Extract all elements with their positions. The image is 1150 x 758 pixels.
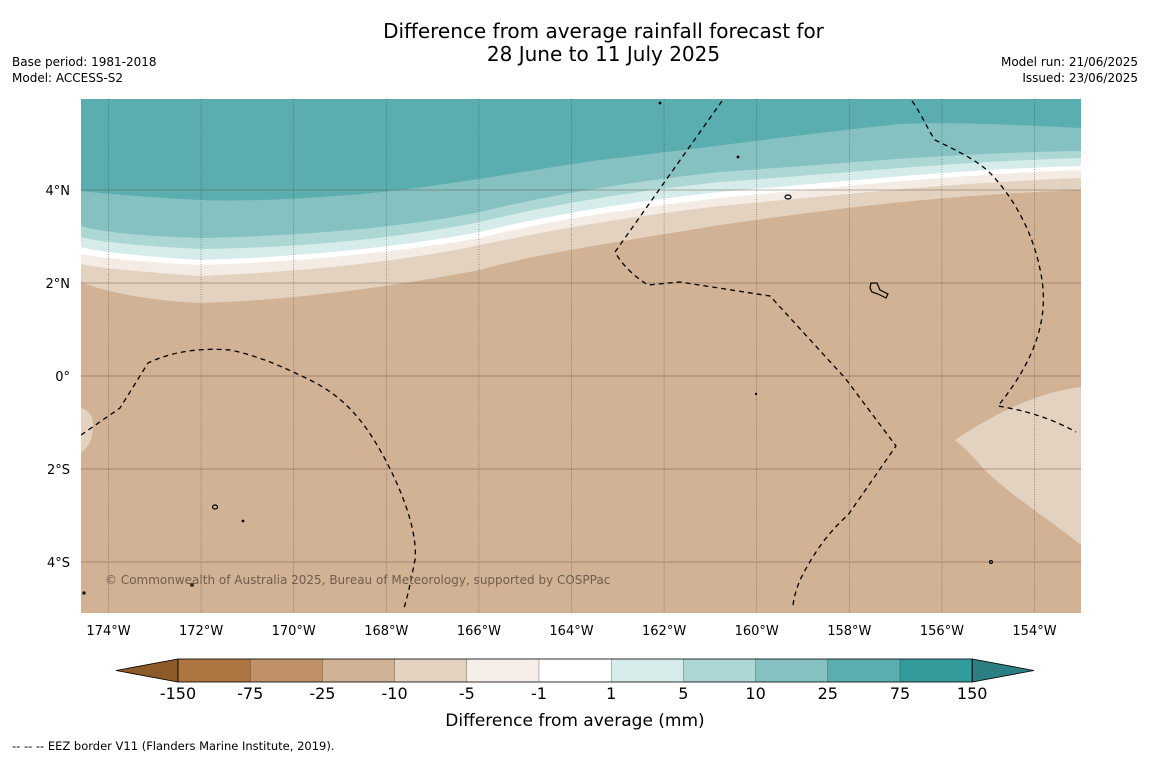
colorbar-tick-label: -75 (237, 684, 263, 703)
colorbar-segment (322, 659, 395, 682)
island-small-f (988, 559, 994, 565)
meta-left: Base period: 1981-2018 Model: ACCESS-S2 (12, 54, 157, 86)
islands (82, 101, 994, 595)
latitude-label: 4°S (47, 556, 70, 571)
colorbar-segment (900, 659, 973, 682)
longitude-labels: 174°W 172°W 170°W 168°W 166°W 164°W 162°W 160°W… (86, 624, 1056, 639)
colorbar-segment (611, 659, 684, 682)
map-gridlines (81, 99, 1081, 613)
eez-border-east (911, 100, 1077, 433)
model-text: Model: ACCESS-S2 (12, 71, 124, 85)
colorbar-tick-label: 10 (745, 684, 765, 703)
colorbar-tick-label: -150 (160, 684, 196, 703)
colorbar-segment (394, 659, 468, 682)
colorbar-segment (539, 659, 612, 682)
colorbar (115, 658, 1035, 683)
colorbar-segment (250, 659, 323, 682)
base-period-text: Base period: 1981-2018 (12, 55, 157, 69)
colorbar-tick-label: -10 (382, 684, 408, 703)
rainfall-map: © Commonwealth of Australia 2025, Bureau… (46, 99, 1081, 730)
island-small-g (190, 583, 194, 587)
colorbar-segment (683, 659, 756, 682)
colorbar-segment (827, 659, 901, 682)
latitude-label: 2°S (47, 463, 70, 478)
colorbar-tick-label: 1 (606, 684, 616, 703)
eez-border-central (614, 100, 897, 609)
longitude-label: 170°W (272, 624, 316, 639)
issued-text: Issued: 23/06/2025 (1022, 71, 1138, 85)
longitude-label: 156°W (920, 624, 964, 639)
colorbar-tick-label: -1 (531, 684, 547, 703)
longitude-label: 172°W (179, 624, 223, 639)
colorbar-tick-label: -25 (309, 684, 335, 703)
colorbar-tick-label: -5 (459, 684, 475, 703)
meta-right: Model run: 21/06/2025 Issued: 23/06/2025 (1001, 54, 1138, 86)
colorbar-segment (178, 659, 251, 682)
latitude-label: 0° (55, 370, 70, 385)
eez-borders (81, 100, 1077, 609)
title-line-2: 28 June to 11 July 2025 (486, 42, 721, 66)
latitude-label: 2°N (46, 277, 71, 292)
colorbar-tick-label: 75 (890, 684, 910, 703)
copyright-text: © Commonwealth of Australia 2025, Bureau… (105, 573, 610, 587)
colorbar-segment (755, 659, 829, 682)
longitude-label: 160°W (735, 624, 779, 639)
colorbar-tick-label: 150 (957, 684, 988, 703)
model-run-text: Model run: 21/06/2025 (1000, 55, 1138, 69)
island-small-b (241, 519, 245, 523)
island-small-e (754, 392, 758, 396)
longitude-label: 162°W (642, 624, 686, 639)
longitude-label: 164°W (549, 624, 593, 639)
island-small-c (658, 101, 662, 105)
colorbar-label: Difference from average (mm) (445, 711, 704, 730)
island-small-a (211, 504, 219, 510)
latitude-labels: 4°N 2°N 0° 2°S 4°S (46, 184, 71, 571)
longitude-label: 174°W (86, 624, 130, 639)
eez-footnote: -- -- -- EEZ border V11 (Flanders Marine… (12, 739, 335, 753)
band-wet-heavy (81, 99, 1081, 201)
longitude-label: 168°W (364, 624, 408, 639)
latitude-label: 4°N (46, 184, 71, 199)
island-small-d (736, 155, 740, 159)
colorbar-extend-high (971, 658, 1035, 683)
island-tabuaeran (784, 194, 792, 200)
colorbar-segment (466, 659, 540, 682)
dry-moderate-patch-east (955, 387, 1081, 545)
colorbar-extend-low (115, 658, 179, 683)
colorbar-tick-labels: -150 -75 -25 -10 -5 -1 1 5 10 25 75 150 (160, 684, 988, 703)
island-kiritimati (869, 282, 889, 299)
longitude-label: 166°W (457, 624, 501, 639)
longitude-label: 154°W (1012, 624, 1056, 639)
map-field: © Commonwealth of Australia 2025, Bureau… (81, 99, 1081, 613)
title-line-1: Difference from average rainfall forecas… (383, 19, 824, 43)
eez-border-west (81, 348, 416, 609)
colorbar-tick-label: 25 (818, 684, 838, 703)
longitude-label: 158°W (827, 624, 871, 639)
page-title: Difference from average rainfall forecas… (0, 20, 1150, 66)
dry-moderate-patch-west (81, 408, 93, 452)
colorbar-tick-label: 5 (678, 684, 688, 703)
island-small-h (82, 591, 86, 595)
